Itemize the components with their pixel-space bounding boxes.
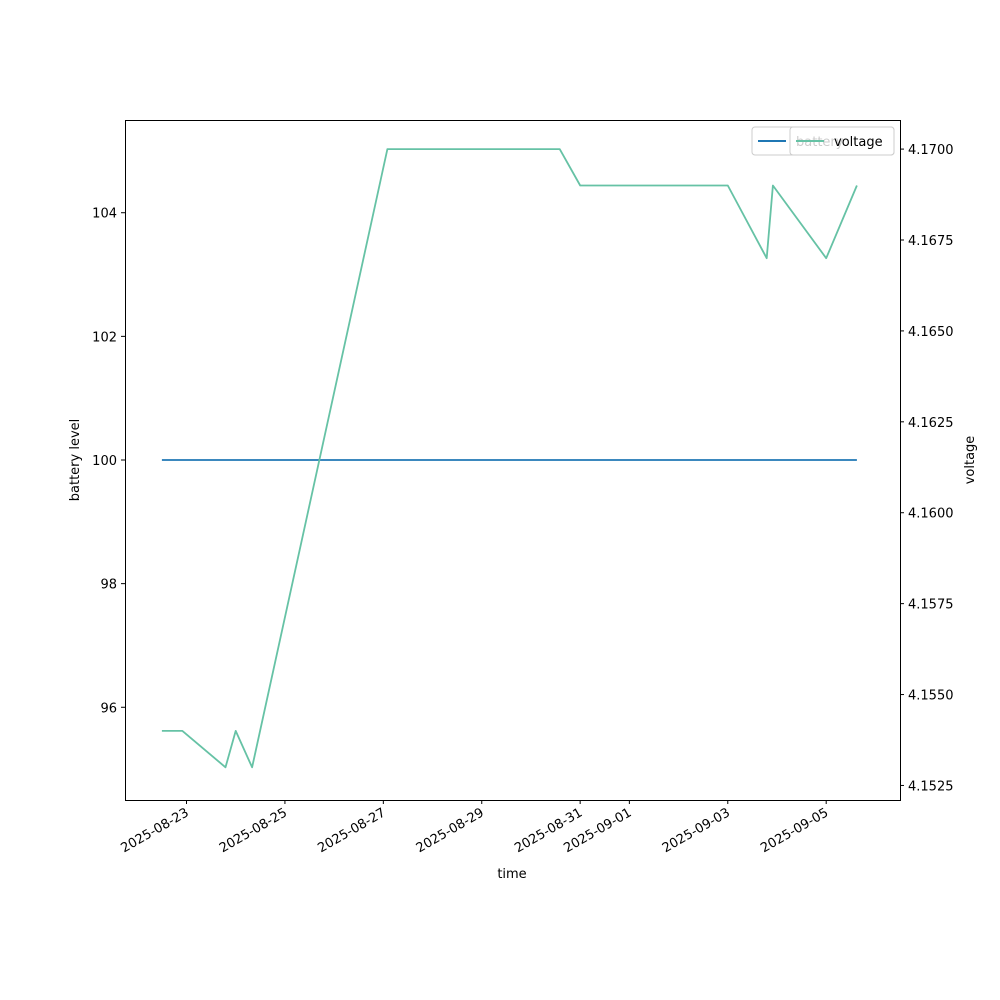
left-y-axis-label: battery level	[68, 419, 83, 502]
x-tick-label: 2025-09-03	[660, 805, 733, 856]
right-y-tick-label: 4.1625	[908, 416, 954, 431]
series-layer	[161, 148, 858, 769]
x-tick-label: 2025-09-05	[758, 805, 831, 856]
left-y-tick-label: 100	[92, 454, 117, 469]
left-y-tick-label: 104	[92, 207, 117, 222]
right-y-axis-label: voltage	[963, 436, 978, 485]
legend-voltage: voltage	[789, 126, 895, 156]
x-axis: 2025-08-23 2025-08-25 2025-08-27 2025-08-29…	[119, 800, 831, 856]
right-y-axis: 4.1525 4.1550 4.1575 4.1600 4.1625 4.1650 4.16…	[900, 143, 954, 794]
left-y-tick-label: 102	[92, 330, 117, 345]
plot-frame	[125, 120, 901, 801]
x-tick-label: 2025-08-27	[315, 805, 388, 856]
x-tick-label: 2025-08-23	[119, 805, 192, 856]
left-y-axis: 96 98 100 102 104	[92, 207, 125, 716]
right-y-tick-label: 4.1650	[908, 325, 954, 340]
right-y-tick-label: 4.1600	[908, 507, 954, 522]
left-y-tick-label: 96	[100, 701, 117, 716]
x-tick-label: 2025-08-25	[217, 805, 290, 856]
right-y-tick-label: 4.1700	[908, 143, 954, 158]
right-y-tick-label: 4.1675	[908, 234, 954, 249]
x-tick-label: 2025-08-29	[414, 805, 487, 856]
left-y-tick-label: 98	[100, 578, 117, 593]
series-line-voltage	[161, 148, 858, 769]
right-y-tick-label: 4.1575	[908, 598, 954, 613]
right-y-tick-label: 4.1525	[908, 779, 954, 794]
x-axis-label: time	[497, 867, 526, 882]
legend-label: voltage	[834, 135, 883, 150]
right-y-tick-label: 4.1550	[908, 689, 954, 704]
legend-box	[789, 126, 895, 156]
